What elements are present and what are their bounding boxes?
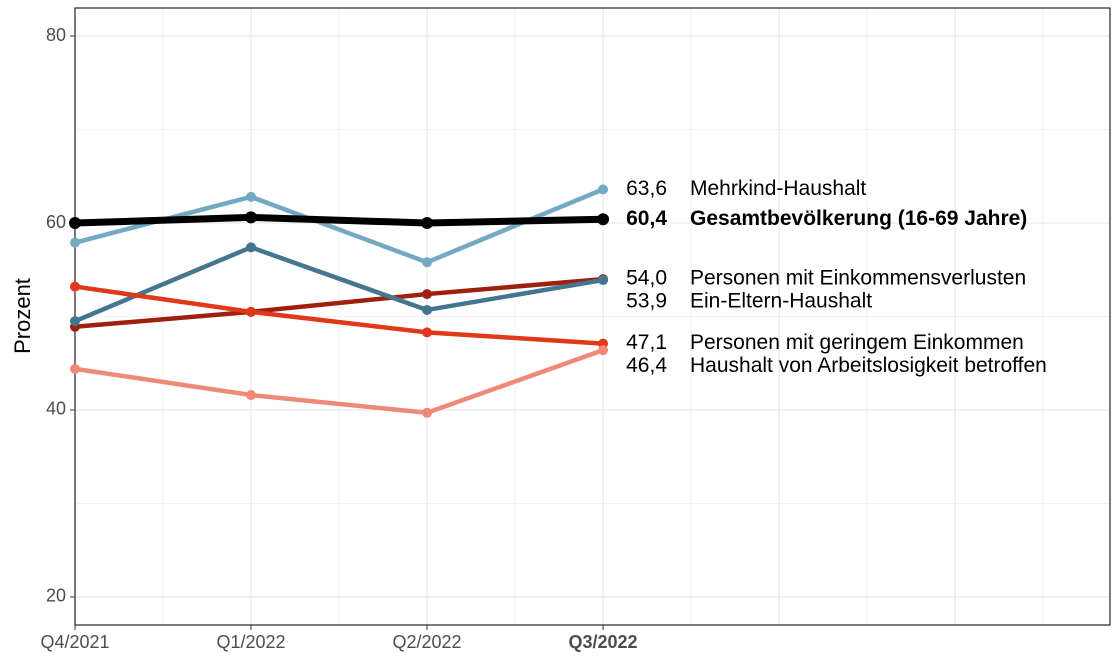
- y-axis-label: Prozent: [10, 278, 35, 354]
- series-label: Ein-Eltern-Haushalt: [690, 290, 872, 313]
- point: [421, 217, 434, 230]
- point: [246, 242, 257, 253]
- point: [246, 390, 257, 401]
- point: [70, 316, 80, 327]
- point: [598, 184, 609, 195]
- point: [598, 275, 609, 286]
- point: [69, 217, 81, 230]
- series-line: [74, 284, 604, 346]
- y-tick-label: 60: [46, 212, 66, 232]
- point: [598, 345, 609, 356]
- x-tick-label: Q1/2022: [216, 632, 285, 652]
- point: [245, 211, 258, 224]
- series-label: Personen mit Einkommensverlusten: [690, 267, 1026, 290]
- y-tick-label: 40: [46, 399, 66, 419]
- x-tick-label: Q4/2021: [40, 632, 109, 652]
- value-label: 60,4: [626, 207, 667, 230]
- point: [70, 363, 80, 374]
- series-line: [74, 213, 604, 227]
- point: [422, 304, 433, 315]
- point: [70, 281, 80, 292]
- value-label: 63,6: [626, 177, 667, 200]
- point: [70, 237, 80, 248]
- series-label: Haushalt von Arbeitslosigkeit betroffen: [690, 354, 1047, 377]
- value-label: 54,0: [626, 267, 667, 290]
- point: [246, 306, 257, 317]
- point: [422, 289, 433, 300]
- value-label: 53,9: [626, 290, 667, 313]
- series-line: [74, 245, 604, 324]
- value-label: 46,4: [626, 354, 667, 377]
- point: [246, 191, 257, 202]
- series-line: [74, 276, 604, 330]
- point: [422, 407, 433, 418]
- point: [422, 257, 433, 268]
- value-label: 47,1: [626, 331, 667, 354]
- series-line: [74, 348, 604, 416]
- y-tick-label: 80: [46, 25, 66, 45]
- series-label: Mehrkind-Haushalt: [690, 177, 866, 200]
- point: [597, 213, 610, 226]
- series-label: Personen mit geringem Einkommen: [690, 331, 1024, 354]
- series-label: Gesamtbevölkerung (16-69 Jahre): [690, 207, 1027, 230]
- y-tick-label: 20: [46, 586, 66, 606]
- point: [422, 327, 433, 338]
- x-tick-label: Q2/2022: [393, 632, 462, 652]
- x-tick-label: Q3/2022: [569, 632, 638, 652]
